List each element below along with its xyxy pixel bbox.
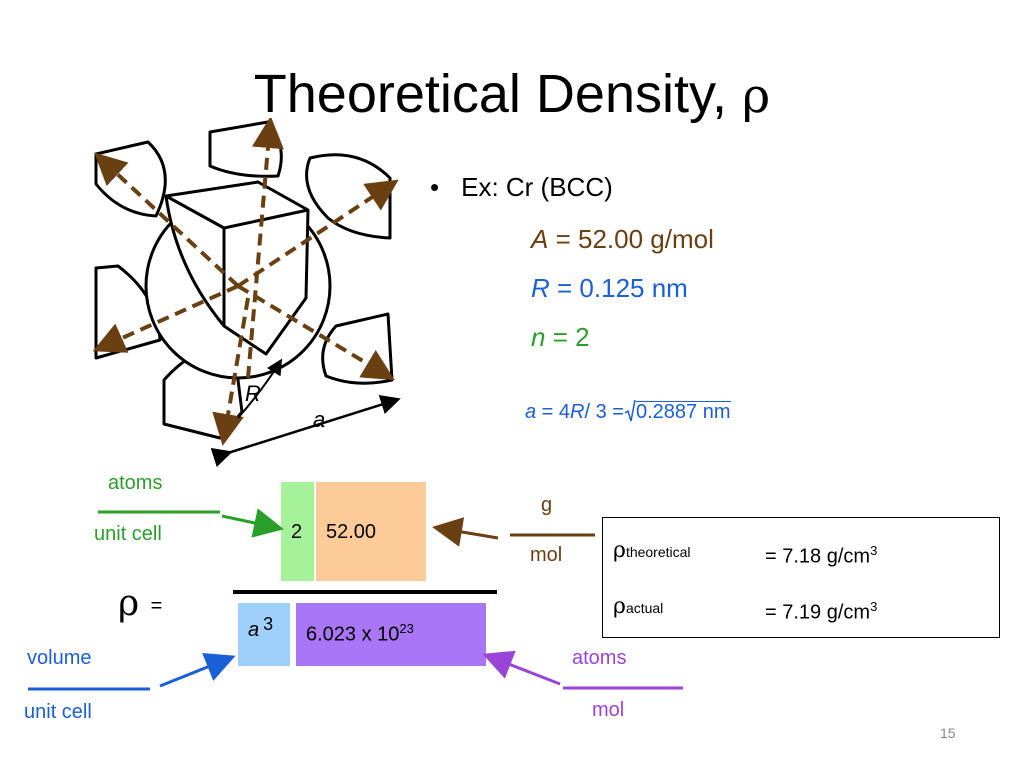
lattice-mid-1: = 4 — [536, 401, 571, 423]
unit-cell-bottom-label: unit cell — [24, 701, 92, 723]
fraction-bar — [233, 590, 497, 594]
mol-bottom-label: mol — [592, 699, 625, 721]
actual-density-value: = 7.19 g/cm3 — [765, 594, 877, 626]
atomic-radius-value: = 0.125 nm — [557, 273, 688, 303]
example-heading: Ex: Cr (BCC) — [461, 172, 613, 202]
avogadro-exponent: 23 — [399, 621, 414, 636]
atomic-weight-value: = 52.00 g/mol — [555, 224, 714, 254]
equation-connectors — [28, 508, 683, 691]
actual-value-text: = 7.19 g/cm — [765, 601, 871, 624]
atoms-bottom-label: atoms — [572, 647, 627, 669]
atoms-per-cell-box-value: 2 — [291, 521, 303, 543]
lattice-a-symbol: a — [525, 401, 537, 423]
corner-atom-bottom-right — [321, 312, 394, 385]
atoms-per-cell-value: = 2 — [552, 322, 590, 352]
purple-arrow — [482, 650, 561, 686]
bcc-unit-cell-figure — [92, 118, 401, 468]
theoretical-unit-exponent: 3 — [870, 543, 878, 558]
brown-arrow — [432, 517, 499, 547]
theoretical-subscript: theoretical — [625, 544, 691, 560]
atomic-weight-box — [316, 482, 426, 581]
sqrt-sign-icon — [624, 399, 636, 422]
lattice-value: 0.2887 nm — [635, 401, 731, 423]
title-rho-symbol: ρ — [741, 68, 771, 124]
actual-subscript: actual — [625, 600, 664, 616]
blue-arrow — [159, 652, 236, 688]
corner-atom-top-right — [305, 153, 392, 240]
atomic-radius-symbol: R — [531, 273, 550, 303]
unit-cell-volume-box — [238, 603, 290, 666]
actual-unit-exponent: 3 — [870, 599, 878, 614]
atomic-weight-symbol: A — [531, 224, 549, 254]
bullet-dot: • — [430, 172, 440, 202]
radius-label: R — [245, 381, 261, 406]
theoretical-density-row: ρtheoretical = 7.18 g/cm3 — [613, 538, 877, 568]
avogadro-box-value: 6.023 x 1023 — [306, 617, 414, 647]
example-bullet: • Ex: Cr (BCC) — [430, 170, 613, 204]
unit-cell-top-label: unit cell — [94, 523, 162, 545]
corner-atom-top-left — [94, 140, 167, 218]
lattice-R-symbol: R — [570, 401, 585, 423]
density-rho-symbol: ρ — [118, 583, 140, 624]
avogadro-box — [296, 603, 486, 666]
page-number: 15 — [940, 725, 956, 741]
grams-label: g — [541, 494, 553, 516]
volume-a-symbol: a — [248, 619, 260, 641]
atoms-top-label: atoms — [108, 472, 163, 494]
volume-label: volume — [27, 647, 92, 669]
theoretical-density-value: = 7.18 g/cm3 — [765, 538, 877, 570]
volume-exponent: 3 — [263, 614, 274, 634]
atomic-weight-line: A = 52.00 g/mol — [531, 222, 714, 256]
density-equals: = — [150, 595, 163, 617]
density-lhs: ρ = — [118, 584, 162, 626]
atoms-per-cell-line: n = 2 — [531, 320, 590, 354]
slide-title: Theoretical Density, ρ — [0, 62, 1024, 128]
atoms-per-cell-symbol: n — [531, 322, 546, 352]
lattice-mid-2: / 3 = — [584, 401, 624, 423]
mol-top-label: mol — [530, 544, 563, 566]
theoretical-rho-symbol: ρ — [613, 538, 626, 563]
actual-rho-symbol: ρ — [613, 594, 626, 619]
actual-density-row: ρactual = 7.19 g/cm3 — [613, 594, 877, 624]
atomic-radius-line: R = 0.125 nm — [531, 271, 688, 305]
edge-length-label: a — [313, 407, 326, 432]
green-arrow — [221, 508, 284, 538]
theoretical-value-text: = 7.18 g/cm — [765, 545, 871, 568]
atoms-per-cell-box — [281, 482, 314, 581]
density-results-box: ρtheoretical = 7.18 g/cm3 ρactual = 7.19… — [602, 517, 1000, 638]
title-text: Theoretical Density, — [253, 64, 742, 124]
avogadro-base: 6.023 x 10 — [306, 623, 400, 646]
lattice-parameter-line: a = 4R/ 3 = 0.2887 nm — [525, 398, 731, 426]
atomic-weight-box-value: 52.00 — [326, 521, 377, 543]
